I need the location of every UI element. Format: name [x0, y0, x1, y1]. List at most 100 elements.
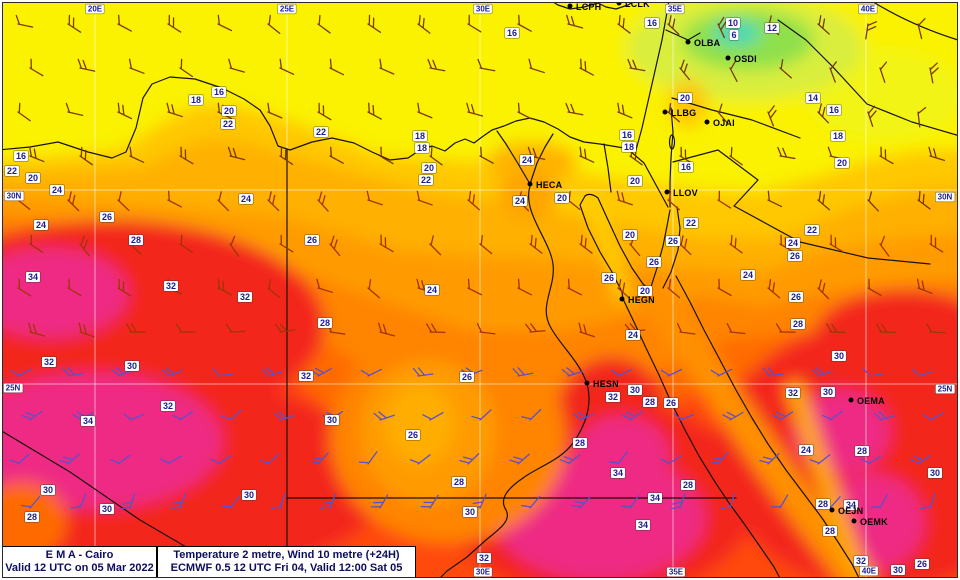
info-box-left: E M A - Cairo Valid 12 UTC on 05 Mar 202…: [2, 546, 157, 578]
temp-label: 28: [451, 477, 467, 487]
station-label: OEJN: [838, 506, 864, 516]
temp-label: 28: [24, 512, 40, 522]
temp-label: 22: [313, 127, 329, 137]
temp-label: 24: [424, 285, 440, 295]
station-dot: [527, 181, 533, 187]
temp-label: 12: [764, 23, 780, 33]
station-label: LCPH: [576, 2, 602, 12]
temp-label: 20: [637, 286, 653, 296]
temp-label: 16: [211, 87, 227, 97]
temp-label: 16: [619, 130, 635, 140]
temp-label: 34: [25, 272, 41, 282]
station-label: OEMA: [857, 396, 885, 406]
sinai-west-coast: [584, 193, 651, 291]
temp-label: 16: [826, 105, 842, 115]
temp-label: 32: [298, 371, 314, 381]
temp-label: 28: [572, 438, 588, 448]
temp-label: 20: [622, 230, 638, 240]
temp-label: 30: [99, 504, 115, 514]
temp-label: 24: [519, 155, 535, 165]
temp-label: 20: [25, 173, 41, 183]
temp-label: 22: [683, 218, 699, 228]
temp-label: 18: [414, 143, 430, 153]
edge-label: 30E: [473, 4, 493, 14]
temp-label: 26: [665, 236, 681, 246]
temp-label: 32: [237, 292, 253, 302]
station-label: HECA: [536, 180, 563, 190]
temp-label: 28: [680, 480, 696, 490]
temp-label: 30: [927, 468, 943, 478]
wind-barbs: [9, 14, 946, 510]
temp-label: 14: [805, 93, 821, 103]
temp-label: 26: [405, 430, 421, 440]
temp-label: 24: [33, 220, 49, 230]
temp-label: 32: [41, 357, 57, 367]
temp-label: 28: [790, 319, 806, 329]
temp-label: 32: [476, 553, 492, 563]
temp-label: 16: [678, 162, 694, 172]
temp-label: 30: [40, 485, 56, 495]
levant-coastline: [635, 0, 670, 151]
cyprus-coastline: [549, 0, 637, 10]
model-run-info: ECMWF 0.5 12 UTC Fri 04, Valid 12:00 Sat…: [170, 562, 403, 574]
temp-label: 30: [890, 565, 906, 575]
temp-label: 18: [188, 95, 204, 105]
temp-label: 34: [647, 493, 663, 503]
temp-label: 22: [4, 166, 20, 176]
temp-label: 18: [621, 142, 637, 152]
temp-label: 24: [798, 445, 814, 455]
temp-label: 30: [831, 351, 847, 361]
temp-label: 20: [677, 93, 693, 103]
temp-label: 18: [830, 131, 846, 141]
temp-label: 26: [788, 292, 804, 302]
gulf-suez-west-redsea-coast: [579, 195, 782, 580]
station-label: HESN: [593, 379, 619, 389]
egypt-israel-border: [629, 150, 669, 208]
temp-label: 28: [317, 318, 333, 328]
agency-title: E M A - Cairo: [45, 548, 114, 561]
temp-label: 32: [785, 388, 801, 398]
temp-label: 30: [124, 361, 140, 371]
temp-label: 18: [412, 131, 428, 141]
temp-label: 30: [241, 490, 257, 500]
edge-label: 40E: [859, 566, 879, 576]
temp-label: 28: [815, 499, 831, 509]
syria-jordan-border: [671, 97, 801, 139]
edge-label: 35E: [666, 567, 686, 577]
temp-label: 26: [99, 212, 115, 222]
temp-label: 10: [725, 18, 741, 28]
edge-label: 25N: [935, 384, 955, 394]
temp-label: 32: [605, 392, 621, 402]
temp-label: 20: [421, 163, 437, 173]
station-dot: [848, 397, 854, 403]
edge-label: 40E: [858, 4, 878, 14]
edge-label: 30N: [935, 192, 955, 202]
temp-label: 28: [854, 446, 870, 456]
temp-label: 26: [304, 235, 320, 245]
station-dot: [685, 39, 691, 45]
iraq-saudi-border: [866, 103, 960, 137]
temp-label: 26: [459, 372, 475, 382]
station-dot: [704, 119, 710, 125]
temp-label: 26: [601, 273, 617, 283]
product-title: Temperature 2 metre, Wind 10 metre (+24H…: [173, 548, 400, 561]
temp-label: 28: [128, 235, 144, 245]
temp-label: 28: [822, 526, 838, 536]
station-dot: [851, 518, 857, 524]
edge-label: 30E: [473, 567, 493, 577]
suez-canal: [603, 143, 612, 193]
temp-label: 26: [646, 257, 662, 267]
dead-sea: [668, 134, 676, 150]
jordan-valley: [669, 107, 674, 208]
temp-label: 22: [418, 175, 434, 185]
station-dot: [584, 380, 590, 386]
aqaba-east-saudi-coast: [662, 206, 861, 580]
station-dot: [567, 3, 573, 9]
temp-label: 16: [13, 151, 29, 161]
syria-iraq-border: [777, 19, 868, 105]
temp-label: 34: [610, 468, 626, 478]
nile-river: [437, 185, 590, 580]
